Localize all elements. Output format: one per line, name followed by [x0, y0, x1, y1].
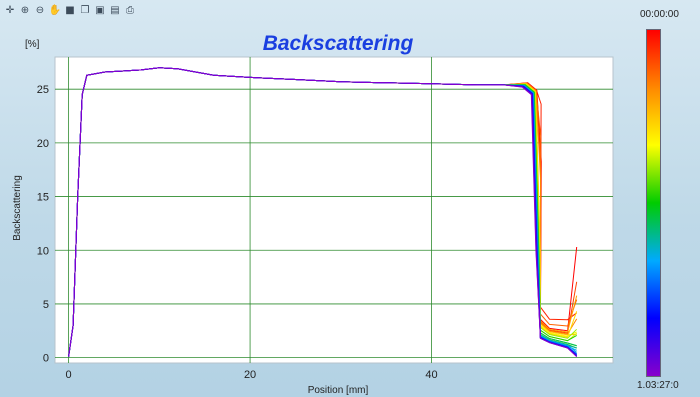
profile-series: [68, 67, 578, 357]
x-axis-label: Position [mm]: [308, 385, 369, 396]
colorbar-end-time: 1.03:27:0: [637, 380, 679, 391]
y-tick-label: 10: [37, 245, 49, 257]
plot-area: [54, 56, 614, 364]
crosshair-icon[interactable]: ✛: [5, 5, 15, 16]
x-tick-label: 40: [425, 369, 437, 381]
zoom-in-icon[interactable]: ⊕: [20, 5, 30, 16]
chart-title: Backscattering: [263, 32, 414, 55]
y-tick-label: 5: [43, 299, 49, 311]
time-colorbar: [646, 29, 661, 377]
print-preview-icon[interactable]: ▤: [110, 5, 120, 16]
export-icon[interactable]: ▣: [95, 5, 105, 16]
y-tick-label: 25: [37, 84, 49, 96]
y-axis-label: Backscattering: [12, 175, 23, 241]
y-unit-label: [%]: [25, 39, 40, 50]
y-tick-label: 20: [37, 138, 49, 150]
x-tick-label: 0: [66, 369, 72, 381]
save-icon[interactable]: ■: [65, 5, 75, 16]
copy-icon[interactable]: ❐: [80, 5, 90, 16]
print-icon[interactable]: ⎙: [126, 5, 134, 16]
y-tick-label: 15: [37, 192, 49, 204]
profile-curves: [68, 67, 578, 357]
pan-icon[interactable]: ✋: [48, 5, 62, 16]
toolbar: ✛ ⊕ ⊖ ✋ ■ ❐ ▣ ▤ ⎙: [4, 3, 136, 19]
colorbar-start-time: 00:00:00: [640, 9, 679, 20]
y-tick-label: 0: [43, 353, 49, 365]
grid: [55, 57, 613, 363]
x-tick-label: 20: [244, 369, 256, 381]
axis-ticks: 0 5 10 15 20 25 0 20 40: [37, 84, 438, 381]
zoom-out-icon[interactable]: ⊖: [35, 5, 45, 16]
